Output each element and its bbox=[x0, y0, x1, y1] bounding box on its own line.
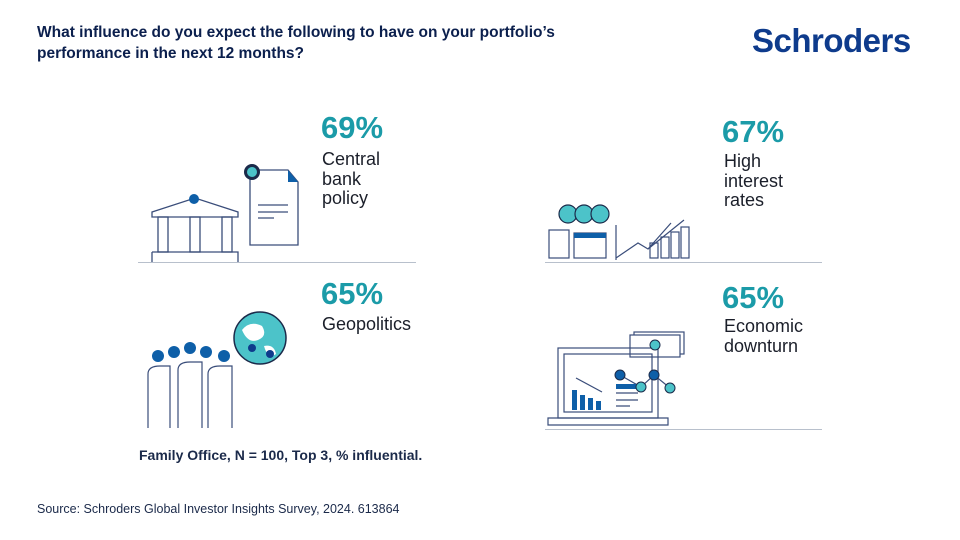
page-title: What influence do you expect the followi… bbox=[37, 24, 555, 62]
geopolitics-label: Geopolitics bbox=[322, 314, 412, 334]
growth-chart-icon bbox=[548, 204, 690, 260]
central-bank-label: Central bank policy bbox=[322, 149, 381, 208]
interest-rates-percent: 67% bbox=[722, 114, 785, 149]
divider bbox=[545, 262, 822, 263]
footnote: Family Office, N = 100, Top 3, % influen… bbox=[139, 447, 423, 463]
bank-icon bbox=[151, 164, 299, 262]
interest-rates-label: High interest rates bbox=[724, 151, 784, 210]
geopolitics-percent: 65% bbox=[321, 276, 384, 311]
divider bbox=[545, 429, 822, 430]
economic-downturn-label: Economic downturn bbox=[724, 316, 804, 356]
central-bank-percent: 69% bbox=[321, 110, 384, 145]
schroders-logo: Schroders bbox=[752, 22, 911, 59]
source-note: Source: Schroders Global Investor Insigh… bbox=[37, 502, 400, 516]
people-globe-icon bbox=[147, 311, 287, 428]
laptop-chart-icon bbox=[547, 331, 685, 426]
divider bbox=[138, 262, 416, 263]
economic-downturn-percent: 65% bbox=[722, 280, 785, 315]
